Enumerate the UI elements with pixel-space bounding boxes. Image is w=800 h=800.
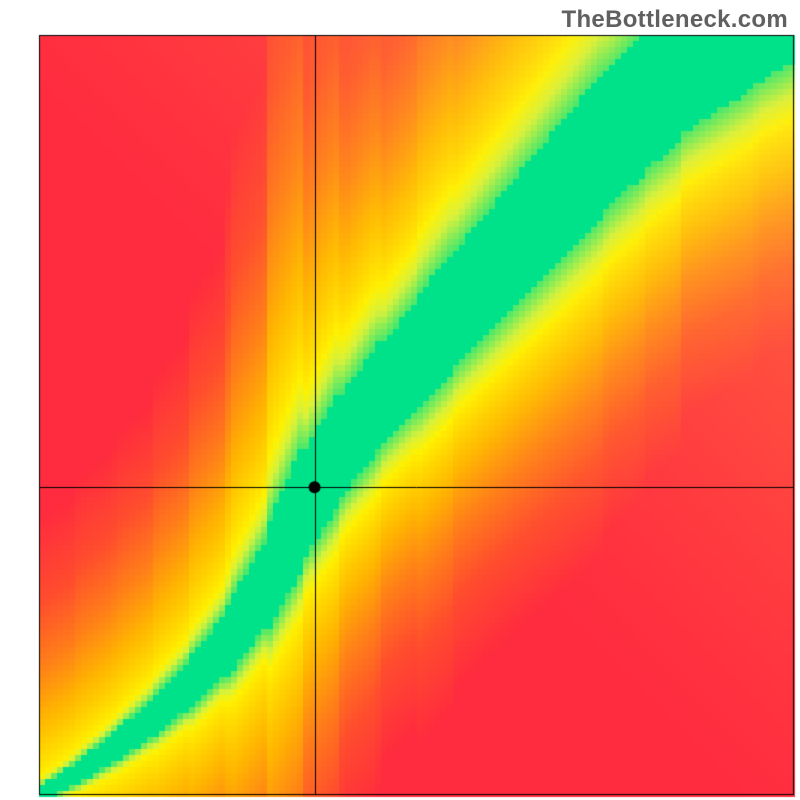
watermark-label: TheBottleneck.com — [562, 6, 788, 34]
bottleneck-heatmap-canvas — [0, 0, 800, 800]
